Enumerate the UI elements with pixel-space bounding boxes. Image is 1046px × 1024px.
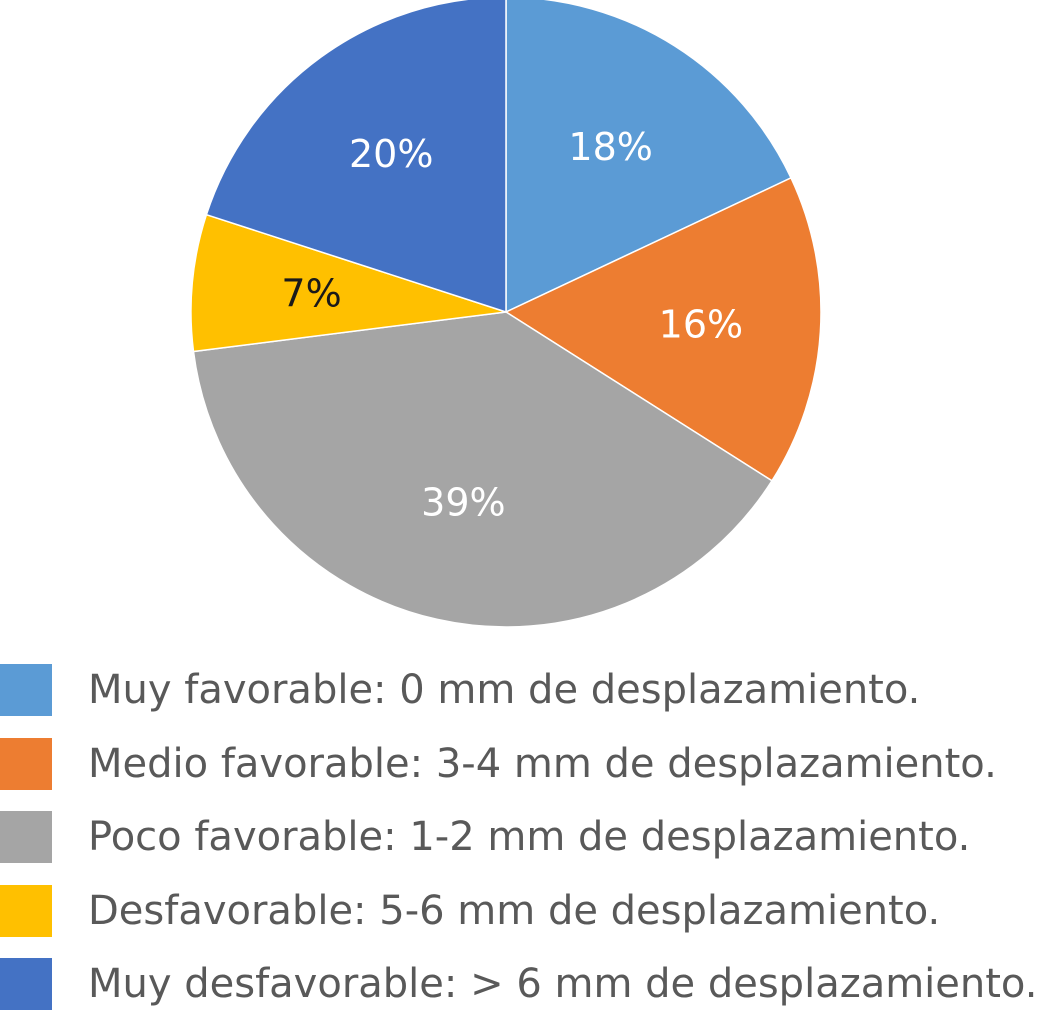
data-label-2: 39%	[421, 481, 505, 525]
data-label-1: 16%	[659, 302, 743, 346]
legend-item-medio-favorable: Medio favorable: 3-4 mm de desplazamient…	[0, 730, 1046, 804]
pie-chart: 18% 16% 39% 7% 20%	[190, 0, 822, 628]
legend-item-desfavorable: Desfavorable: 5-6 mm de desplazamiento.	[0, 877, 1046, 951]
pie-slices	[190, 0, 822, 628]
pie-slice-3	[190, 213, 507, 353]
legend-label: Muy desfavorable: > 6 mm de desplazamien…	[88, 961, 1038, 1007]
data-label-4: 20%	[349, 132, 433, 176]
pie-slice-1	[504, 176, 822, 482]
legend-label: Desfavorable: 5-6 mm de desplazamiento.	[88, 887, 941, 934]
legend-swatch	[0, 884, 52, 937]
legend-swatch	[0, 958, 52, 1010]
legend-swatch	[0, 664, 52, 716]
pie-data-labels: 18% 16% 39% 7% 20%	[281, 125, 743, 524]
pie-slice-2	[192, 311, 773, 628]
legend-item-muy-desfavorable: Muy desfavorable: > 6 mm de desplazamien…	[0, 950, 1046, 1024]
pie-slice-0	[505, 0, 793, 314]
chart-legend: Muy favorable: 0 mm de desplazamiento. M…	[0, 656, 1046, 1024]
legend-label: Poco favorable: 1-2 mm de desplazamiento…	[88, 814, 971, 860]
pie-slice-4	[205, 0, 507, 314]
legend-item-muy-favorable: Muy favorable: 0 mm de desplazamiento.	[0, 656, 1046, 730]
legend-swatch	[0, 737, 52, 790]
legend-label: Medio favorable: 3-4 mm de desplazamient…	[88, 740, 997, 787]
legend-item-poco-favorable: Poco favorable: 1-2 mm de desplazamiento…	[0, 803, 1046, 877]
legend-label: Muy favorable: 0 mm de desplazamiento.	[88, 667, 921, 713]
data-label-0: 18%	[568, 125, 652, 169]
legend-swatch	[0, 811, 52, 863]
data-label-3: 7%	[281, 272, 341, 316]
